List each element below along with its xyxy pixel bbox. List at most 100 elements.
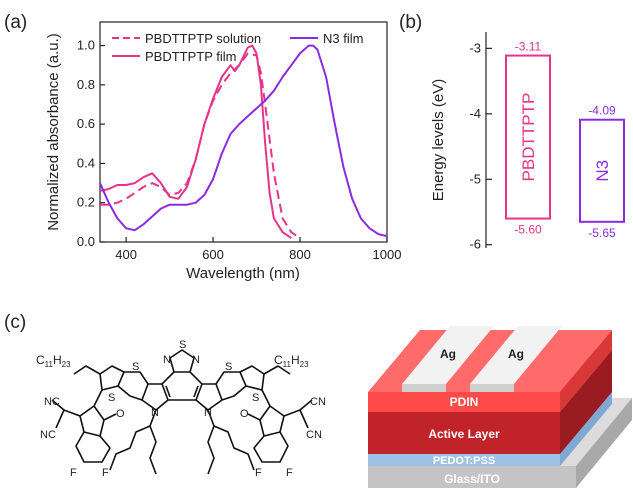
atom-o-right: O — [240, 408, 249, 420]
glass-ito-front — [368, 466, 576, 488]
atom-s-left-1: S — [132, 361, 139, 373]
right-dicyano — [283, 399, 313, 429]
atom-s-top: S — [179, 339, 186, 351]
ag-electrode-1-front — [402, 384, 446, 392]
left-alkyl-label: C11H23 — [36, 353, 71, 369]
left-vinyl-bond — [93, 389, 103, 407]
absorbance-series-line-2 — [99, 44, 388, 238]
left-dicyano — [51, 399, 81, 429]
absorbance-y-tick-label: 0.6 — [77, 116, 95, 131]
legend-label-1: PBDTTPTP film — [145, 49, 237, 64]
absorbance-x-tick-label: 400 — [115, 247, 137, 262]
energy-bar-name-0: PBDTTPTP — [519, 93, 538, 182]
atom-n-thiadiazole-right: N — [192, 354, 200, 366]
absorbance-y-tick-label: 1.0 — [77, 38, 95, 53]
atom-s-right-2: S — [252, 392, 259, 404]
device-stack: Glass/ITO PEDOT:PSS Active Layer PDIN Ag… — [368, 326, 632, 488]
right-carbonyl — [247, 413, 261, 421]
ag-label-2: Ag — [508, 347, 524, 361]
energy-y-axis-label: Energy levels (eV) — [430, 79, 447, 202]
atom-f-right-2: F — [286, 467, 293, 479]
energy-y-tick-label: -4 — [469, 106, 481, 121]
atom-nc-left-top: NC — [44, 396, 60, 408]
absorbance-x-tick-label: 800 — [289, 247, 311, 262]
atom-n-thiadiazole-left: N — [163, 354, 171, 366]
left-thiophene-2 — [99, 365, 125, 391]
atom-cn-right-top: CN — [310, 396, 326, 408]
pedot-front — [368, 454, 560, 466]
left-carbonyl — [103, 413, 117, 421]
panel-label-a: (a) — [4, 12, 27, 33]
absorbance-y-tick-label: 0.8 — [77, 77, 95, 92]
central-benzene-ring — [161, 371, 203, 401]
energy-bar-pbdttptp — [505, 54, 551, 220]
atom-f-right-1: F — [255, 467, 262, 479]
atom-o-left: O — [116, 408, 125, 420]
left-alkyl-chain — [109, 409, 157, 475]
energy-y-tick-label: -5 — [469, 171, 481, 186]
active-front — [368, 412, 560, 454]
left-thiophene-1 — [117, 371, 149, 401]
pdin-label: PDIN — [450, 395, 479, 409]
absorbance-series-line-1 — [99, 44, 292, 239]
legend-label-0: PBDTTPTP solution — [145, 31, 261, 46]
atom-s-right-1: S — [225, 361, 232, 373]
left-chain-bond — [73, 365, 101, 375]
right-alkyl-label: C11H23 — [274, 353, 309, 369]
absorbance-chart: 400 600 800 1000 0.0 0.2 0.4 0.6 0.8 1.0 PBDTTPTP… — [45, 21, 402, 282]
absorbance-y-tick-label: 0.2 — [77, 195, 95, 210]
absorbance-y-tick-label: 0.0 — [77, 234, 95, 249]
legend-label-2: N3 film — [323, 31, 363, 46]
energy-level-chart: -3-4-5-6 PBDTTPTP-3.11-5.60N3-4.09-5.65 … — [430, 32, 625, 252]
right-thiophene-2 — [239, 365, 265, 391]
ag-electrode-1-top — [402, 326, 494, 384]
pdin-side — [560, 330, 612, 412]
central-benzene-bonds — [165, 385, 199, 398]
panel-label-b: (b) — [399, 12, 422, 33]
ag-electrode-2-top — [470, 326, 562, 384]
absorbance-y-tick-label: 0.4 — [77, 155, 95, 170]
absorbance-x-tick-label: 1000 — [373, 247, 402, 262]
ag-electrode-2-front — [470, 384, 514, 392]
energy-top-label-1: -4.09 — [588, 104, 616, 118]
right-chain-bond — [263, 365, 291, 375]
energy-bottom-label-1: -5.65 — [588, 226, 616, 240]
pedot-label: PEDOT:PSS — [433, 455, 495, 467]
right-vinyl-bond — [261, 389, 271, 407]
right-alkyl-chain — [207, 409, 255, 475]
energy-y-tick-label: -3 — [469, 40, 481, 55]
atom-n-right: N — [204, 407, 212, 419]
ag-label-1: Ag — [440, 347, 456, 361]
atom-n-left: N — [151, 407, 159, 419]
atom-f-left-2: F — [102, 467, 109, 479]
panel-label-c: (c) — [4, 312, 26, 333]
absorbance-x-axis-label: Wavelength (nm) — [186, 265, 300, 282]
energy-y-tick-label: -6 — [469, 237, 481, 252]
right-indanone-ring — [259, 405, 285, 437]
atom-f-left-1: F — [70, 467, 77, 479]
glass-ito-side — [576, 398, 632, 488]
energy-bar-name-1: N3 — [593, 160, 612, 182]
atom-s-left-2: S — [108, 392, 115, 404]
active-layer-label: Active Layer — [428, 427, 500, 441]
absorbance-y-axis-label: Normalized absorbance (a.u.) — [45, 33, 62, 231]
energy-top-label-0: -3.11 — [515, 40, 542, 54]
pdin-front — [368, 392, 560, 412]
molecule-atom-labels: S N N S S S S N N O O NC NC CN CN F F F … — [40, 339, 326, 479]
absorbance-plot-frame — [99, 21, 388, 243]
left-indanone-ring — [79, 405, 105, 437]
energy-bar-n3 — [579, 118, 625, 223]
energy-bottom-label-0: -5.60 — [514, 223, 542, 237]
right-benzo-ring — [253, 431, 289, 463]
molecule-structure — [51, 349, 313, 475]
thiadiazole-ring — [169, 349, 195, 373]
pedot-side — [560, 392, 612, 466]
right-thiophene-1 — [215, 371, 247, 401]
glass-ito-label: Glass/ITO — [444, 472, 500, 486]
left-benzo-ring — [75, 431, 111, 463]
atom-nc-left-bottom: NC — [40, 429, 56, 441]
atom-cn-right-bottom: CN — [306, 429, 322, 441]
absorbance-x-tick-label: 600 — [202, 247, 224, 262]
active-side — [560, 350, 612, 454]
